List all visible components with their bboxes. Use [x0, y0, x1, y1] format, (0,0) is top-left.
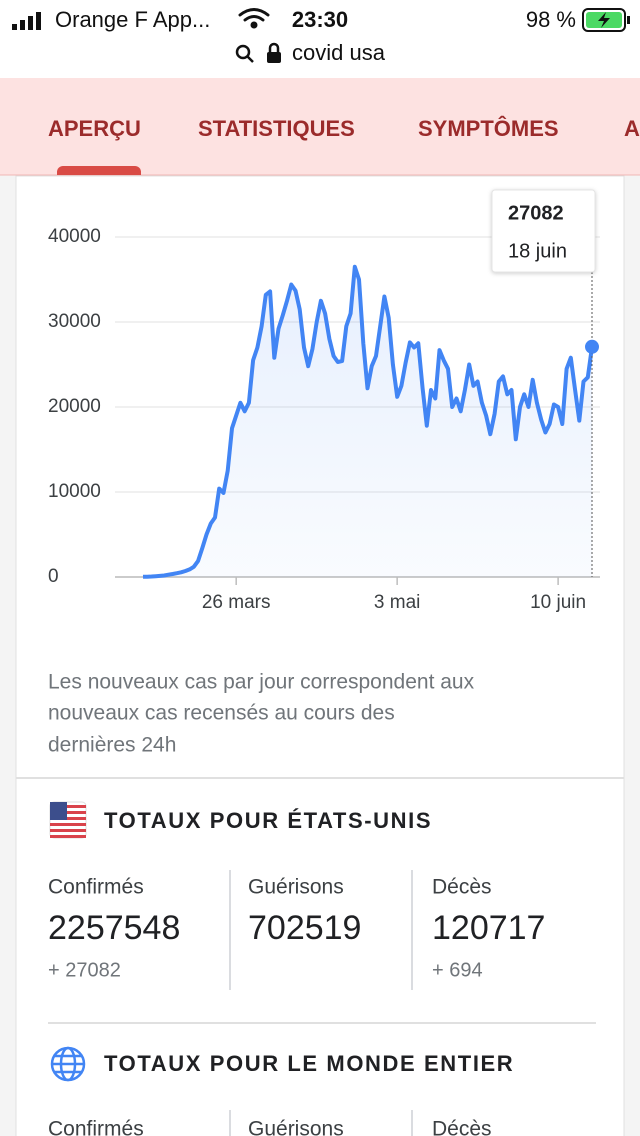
y-tick-label: 0 — [48, 566, 59, 587]
y-tick-label: 30000 — [48, 311, 101, 332]
y-tick-label: 40000 — [48, 226, 101, 247]
stat-label: Guérisons — [248, 876, 344, 899]
clock: 23:30 — [292, 7, 348, 32]
stat-value: 120717 — [432, 909, 545, 947]
stat-value: 702519 — [248, 909, 361, 947]
battery-icon — [582, 8, 630, 32]
tab[interactable]: SYMPTÔMES — [418, 116, 559, 141]
stat-label: Confirmés — [48, 876, 144, 899]
note-line: dernières 24h — [48, 734, 176, 757]
battery-level: 98 % — [526, 7, 576, 32]
signal-icon — [12, 12, 41, 30]
tooltip-date: 18 juin — [508, 240, 567, 262]
carrier: Orange F App... — [55, 7, 210, 32]
x-tick-label: 26 mars — [202, 592, 271, 613]
tab[interactable]: APERÇU — [48, 116, 141, 141]
lock-icon — [267, 42, 281, 63]
section-title: TOTAUX POUR ÉTATS-UNIS — [104, 808, 432, 833]
y-tick-label: 10000 — [48, 481, 101, 502]
stat-label: Guérisons — [248, 1118, 344, 1136]
url-query[interactable]: covid usa — [292, 40, 386, 65]
x-tick-label: 3 mai — [374, 592, 420, 613]
us-flag — [49, 801, 87, 839]
hover-point — [585, 339, 599, 354]
stat-label: Décès — [432, 1118, 492, 1136]
stat-delta: + 27082 — [48, 959, 121, 981]
tooltip — [491, 189, 596, 273]
stat-value: 2257548 — [48, 909, 180, 947]
stat-delta: + 694 — [432, 959, 483, 981]
stat-label: Décès — [432, 876, 492, 899]
tab-bar — [0, 78, 640, 175]
note-line: Les nouveaux cas par jour correspondent … — [48, 671, 475, 694]
tooltip-value: 27082 — [508, 202, 564, 224]
tab[interactable]: STATISTIQUES — [198, 116, 355, 141]
search-icon[interactable] — [235, 44, 254, 63]
tab[interactable]: A — [624, 116, 640, 141]
wifi-icon — [238, 8, 270, 29]
section-title: TOTAUX POUR LE MONDE ENTIER — [104, 1051, 514, 1076]
globe-icon — [50, 1046, 86, 1082]
active-tab-indicator — [57, 166, 141, 175]
area — [143, 266, 592, 577]
x-tick-label: 10 juin — [530, 592, 586, 613]
status-bar — [0, 0, 640, 78]
line — [142, 264, 594, 579]
note-line: nouveaux cas recensés au cours des — [48, 702, 395, 725]
chart: 0 10000 20000 30000 40000 26 mars 3 mai 10 juin… — [48, 189, 600, 613]
y-tick-label: 20000 — [48, 396, 101, 417]
stat-label: Confirmés — [48, 1118, 144, 1136]
